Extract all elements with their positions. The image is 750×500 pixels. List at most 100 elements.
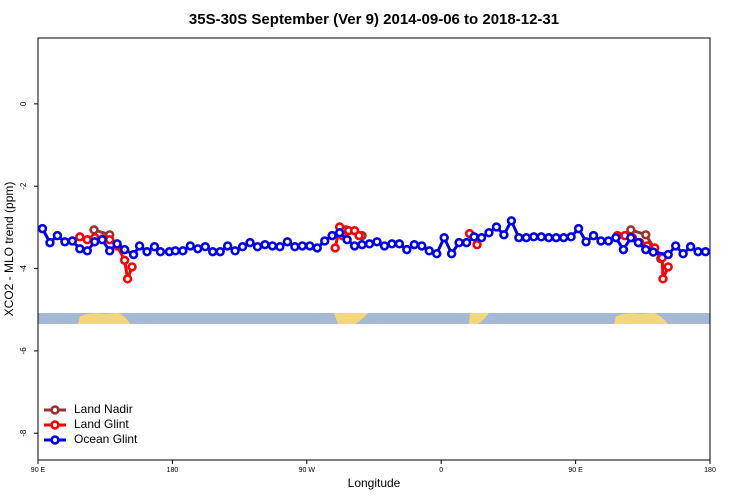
data-point xyxy=(678,249,688,259)
x-tick-label: 90 E xyxy=(568,467,583,474)
data-point xyxy=(424,246,434,256)
legend-swatch-marker xyxy=(50,420,60,430)
data-point xyxy=(387,239,397,249)
data-point xyxy=(491,222,502,232)
chart-title: 35S-30S September (Ver 9) 2014-09-06 to … xyxy=(189,11,559,28)
data-point xyxy=(514,232,524,243)
legend-label: Land Glint xyxy=(74,417,129,431)
data-point xyxy=(663,262,673,272)
data-point xyxy=(626,232,636,243)
data-point xyxy=(237,242,248,252)
data-point xyxy=(252,242,263,252)
data-point xyxy=(170,246,181,256)
data-point xyxy=(469,232,479,242)
data-point xyxy=(417,241,427,251)
data-point xyxy=(670,241,681,251)
data-point xyxy=(529,232,539,242)
data-point xyxy=(506,216,517,226)
ocean-strip xyxy=(38,313,710,324)
y-tick-label: -4 xyxy=(19,264,28,272)
data-point xyxy=(588,230,599,241)
data-point xyxy=(349,241,360,251)
data-point xyxy=(297,241,308,251)
data-point xyxy=(342,235,352,245)
data-point xyxy=(476,232,487,243)
data-point xyxy=(149,242,160,252)
data-point xyxy=(521,232,532,243)
data-point xyxy=(357,239,367,250)
y-tick-label: -2 xyxy=(19,182,28,190)
data-point xyxy=(245,237,255,248)
data-point xyxy=(641,244,651,255)
x-tick-label: 90 E xyxy=(31,467,46,474)
data-point xyxy=(402,244,412,255)
data-point xyxy=(454,237,464,248)
data-point xyxy=(185,241,196,251)
data-point xyxy=(658,274,668,284)
data-point xyxy=(275,242,285,252)
data-point xyxy=(128,249,139,260)
data-point xyxy=(97,235,107,245)
data-point xyxy=(122,274,133,284)
y-tick-label: -6 xyxy=(19,347,28,355)
data-point xyxy=(484,228,494,238)
data-point xyxy=(432,249,442,259)
data-point xyxy=(611,232,621,243)
data-point xyxy=(379,241,390,251)
data-point xyxy=(215,246,225,257)
plot-frame xyxy=(37,37,711,461)
data-point xyxy=(596,236,606,246)
series xyxy=(75,221,673,285)
data-point xyxy=(155,246,166,257)
series xyxy=(37,216,711,260)
data-point xyxy=(700,246,711,257)
data-point xyxy=(267,241,278,251)
y-axis-label: XCO2 - MLO trend (ppm) xyxy=(2,182,16,317)
data-point xyxy=(127,262,137,272)
data-point xyxy=(472,239,482,250)
data-point xyxy=(566,232,576,242)
x-tick-label: 180 xyxy=(167,467,179,474)
land-shape xyxy=(78,313,130,324)
data-point xyxy=(641,230,651,240)
data-point xyxy=(693,246,703,257)
data-point xyxy=(104,235,115,245)
data-point xyxy=(663,249,673,260)
data-point xyxy=(222,241,233,251)
land-shape xyxy=(469,313,489,324)
data-point xyxy=(334,228,345,238)
data-point xyxy=(409,239,420,250)
data-point xyxy=(354,230,364,241)
data-point xyxy=(142,246,152,257)
data-point xyxy=(200,242,210,252)
data-point xyxy=(685,242,696,252)
data-point xyxy=(618,244,629,255)
data-point xyxy=(282,237,293,247)
data-point xyxy=(230,246,240,256)
data-point xyxy=(499,230,509,240)
data-point xyxy=(82,246,92,256)
data-point xyxy=(75,244,85,254)
data-point xyxy=(260,239,270,250)
data-point xyxy=(327,230,337,241)
data-point xyxy=(112,239,122,249)
x-tick-label: 0 xyxy=(439,467,443,474)
data-point xyxy=(573,223,584,234)
legend-swatch-marker xyxy=(50,435,60,445)
data-point xyxy=(178,246,188,256)
data-point xyxy=(558,232,569,243)
data-point xyxy=(394,239,405,249)
data-point xyxy=(648,247,658,257)
data-point xyxy=(290,242,300,252)
y-tick-label: -8 xyxy=(19,429,28,437)
data-point xyxy=(544,232,554,243)
y-tick-label: 0 xyxy=(19,101,28,106)
data-point xyxy=(104,246,115,256)
data-point xyxy=(52,230,63,241)
data-point xyxy=(446,249,457,259)
data-point xyxy=(37,223,48,234)
land-shape xyxy=(614,313,668,324)
